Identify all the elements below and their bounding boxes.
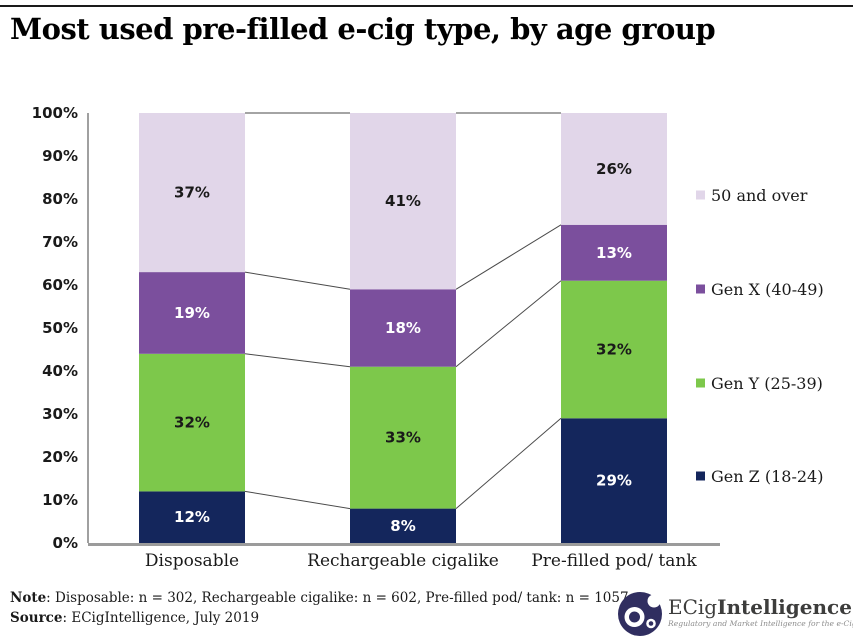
legend-label: Gen X (40-49) bbox=[711, 280, 824, 299]
bar-segment bbox=[561, 280, 667, 419]
bar-segment bbox=[139, 272, 245, 354]
bar-segment bbox=[139, 491, 245, 543]
legend-swatch bbox=[696, 378, 705, 388]
x-axis-label: Rechargeable cigalike bbox=[307, 551, 499, 571]
y-axis-tick-label: 60% bbox=[42, 276, 78, 294]
connector-line bbox=[455, 224, 562, 290]
ecigintelligence-logo: ECigIntelligence Regulatory and Market I… bbox=[618, 592, 853, 636]
bar-value-label: 12% bbox=[174, 508, 210, 526]
bar-segment bbox=[350, 113, 456, 290]
y-axis-tick-label: 30% bbox=[42, 405, 78, 423]
bar-segment bbox=[139, 353, 245, 492]
y-axis-tick-label: 50% bbox=[42, 319, 78, 337]
y-axis-tick-label: 70% bbox=[42, 233, 78, 251]
legend-label: Gen Z (18-24) bbox=[711, 467, 823, 486]
y-axis-tick-label: 10% bbox=[42, 491, 78, 509]
source-label: Source bbox=[10, 610, 63, 626]
legend-swatch bbox=[696, 284, 705, 294]
note-text: : Disposable: n = 302, Rechargeable ciga… bbox=[46, 590, 629, 606]
footnote-block: Note: Disposable: n = 302, Rechargeable … bbox=[10, 588, 629, 628]
note-line: Note: Disposable: n = 302, Rechargeable … bbox=[10, 588, 629, 608]
source-text: : ECigIntelligence, July 2019 bbox=[62, 610, 260, 626]
top-divider bbox=[0, 5, 853, 7]
x-axis-label: Disposable bbox=[145, 551, 239, 571]
bar-value-label: 33% bbox=[385, 429, 421, 447]
note-label: Note bbox=[10, 590, 47, 606]
brand-tagline: Regulatory and Market Intelligence for t… bbox=[668, 619, 853, 628]
bar-value-label: 13% bbox=[596, 244, 632, 262]
y-axis-tick-label: 80% bbox=[42, 190, 78, 208]
bar-segment bbox=[139, 113, 245, 273]
x-axis-label: Pre-filled pod/ tank bbox=[531, 551, 697, 571]
connector-line bbox=[244, 490, 351, 510]
bar-value-label: 19% bbox=[174, 304, 210, 322]
bar-value-label: 26% bbox=[596, 160, 632, 178]
bar-segment bbox=[561, 113, 667, 225]
bar-segment bbox=[350, 366, 456, 509]
brand-name-bold: Intelligence bbox=[717, 595, 852, 619]
page-title: Most used pre-filled e-cig type, by age … bbox=[10, 12, 716, 46]
bar-value-label: 41% bbox=[385, 192, 421, 210]
bar-value-label: 29% bbox=[596, 472, 632, 490]
source-line: Source: ECigIntelligence, July 2019 bbox=[10, 608, 629, 628]
legend-swatch bbox=[696, 471, 705, 481]
connector-line bbox=[244, 271, 351, 290]
bar-value-label: 18% bbox=[385, 319, 421, 337]
bar-value-label: 32% bbox=[174, 414, 210, 432]
y-axis-tick-label: 100% bbox=[32, 104, 78, 122]
connector-line bbox=[455, 417, 562, 509]
legend-swatch bbox=[696, 190, 705, 200]
legend-label: 50 and over bbox=[711, 186, 808, 205]
bar-segment bbox=[350, 508, 456, 543]
y-axis-tick-label: 90% bbox=[42, 147, 78, 165]
y-axis-tick-label: 0% bbox=[53, 534, 78, 552]
y-axis-tick-label: 40% bbox=[42, 362, 78, 380]
bar-value-label: 32% bbox=[596, 341, 632, 359]
bar-segment bbox=[561, 224, 667, 281]
logo-text: ECigIntelligence Regulatory and Market I… bbox=[668, 592, 853, 628]
bar-value-label: 8% bbox=[390, 517, 415, 535]
connector-line bbox=[455, 280, 562, 368]
y-axis-tick-label: 20% bbox=[42, 448, 78, 466]
bar-value-label: 37% bbox=[174, 184, 210, 202]
bar-segment bbox=[561, 418, 667, 543]
brand-name-light: ECig bbox=[668, 595, 718, 619]
brand-name: ECigIntelligence bbox=[668, 596, 853, 618]
bar-segment bbox=[350, 289, 456, 367]
connector-line bbox=[244, 353, 351, 368]
legend-label: Gen Y (25-39) bbox=[711, 374, 823, 393]
logo-mark-icon bbox=[618, 592, 662, 636]
